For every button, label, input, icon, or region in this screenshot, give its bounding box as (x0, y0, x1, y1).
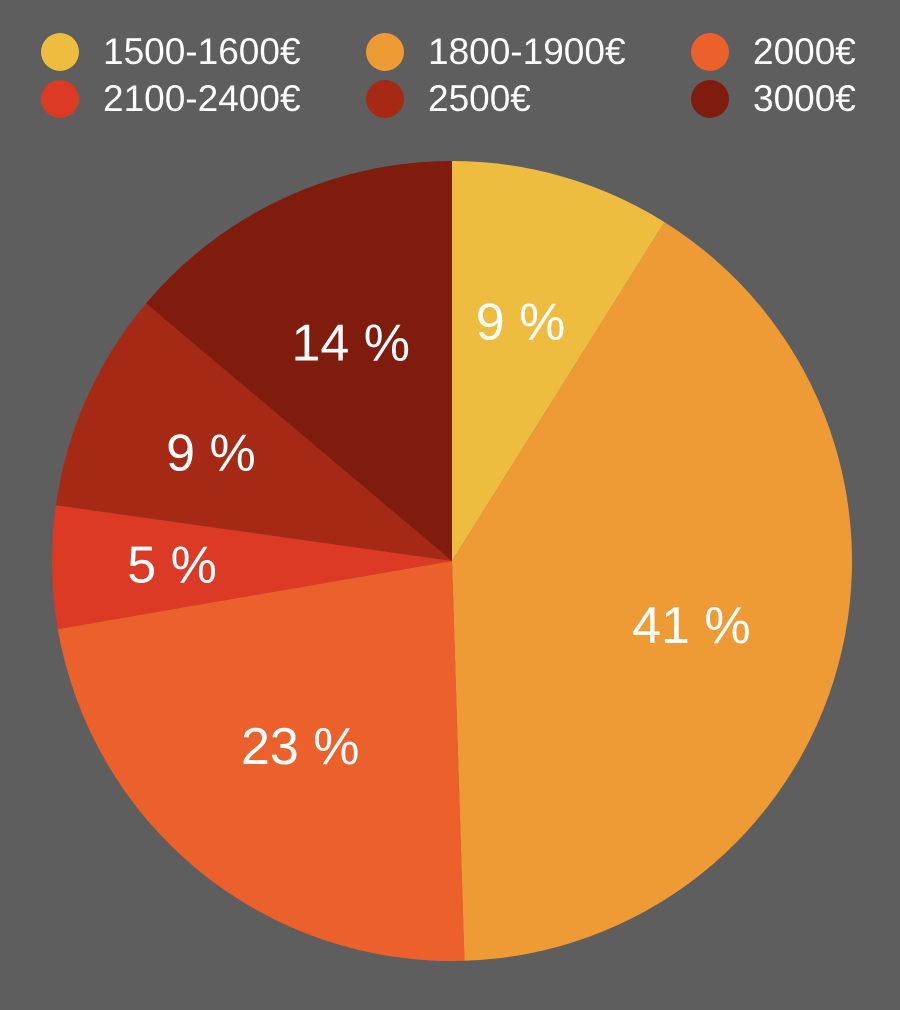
legend-swatch (366, 80, 404, 118)
pie-slice-label-4: 5 % (127, 536, 217, 594)
legend-label: 1800-1900€ (428, 31, 626, 72)
legend-label: 1500-1600€ (103, 31, 301, 72)
pie-slice-label-2: 41 % (632, 597, 751, 655)
legend-item-3000: 3000€ (691, 79, 856, 119)
legend-swatch (41, 33, 79, 71)
legend-swatch (691, 80, 729, 118)
legend-item-2000: 2000€ (691, 32, 856, 72)
legend-swatch (41, 80, 79, 118)
legend-item-2100-2400: 2100-2400€ (41, 79, 301, 119)
legend-swatch (366, 33, 404, 71)
pie-slice-1 (452, 161, 665, 561)
legend-item-2500: 2500€ (366, 79, 531, 119)
legend-label: 3000€ (753, 78, 856, 119)
legend-swatch (691, 33, 729, 71)
legend-label: 2100-2400€ (103, 78, 301, 119)
pie-slice-5 (55, 303, 452, 561)
legend-label: 2000€ (753, 31, 856, 72)
legend-item-1800-1900: 1800-1900€ (366, 32, 626, 72)
pie-slice-label-6: 14 % (291, 314, 410, 372)
pie-slice-label-5: 9 % (166, 424, 256, 482)
pie-slice-3 (57, 561, 465, 961)
legend-item-1500-1600: 1500-1600€ (41, 32, 301, 72)
pie-slice-2 (452, 222, 852, 961)
pie-slice-label-3: 23 % (241, 718, 360, 776)
legend: 1500-1600€ 1800-1900€ 2000€ 2100-2400€ 2… (0, 0, 900, 130)
pie-slice-6 (146, 161, 453, 561)
legend-label: 2500€ (428, 78, 531, 119)
pie-slice-label-1: 9 % (476, 294, 566, 352)
pie-slice-4 (52, 505, 452, 630)
